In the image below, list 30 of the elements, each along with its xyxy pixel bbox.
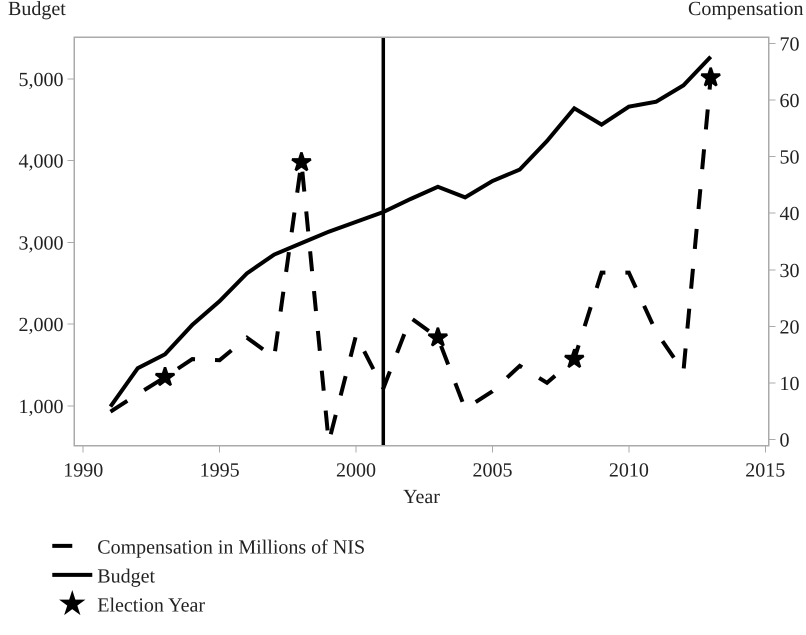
y-tick-label: 4,000 xyxy=(18,150,64,173)
y-tick-label: 1,000 xyxy=(18,396,64,418)
legend-label: Budget xyxy=(97,566,156,588)
y2-tick-label: 30 xyxy=(780,260,800,282)
y2-axis-title: Compensation xyxy=(688,0,804,20)
x-tick-label: 2005 xyxy=(472,460,512,482)
x-tick-label: 2000 xyxy=(336,460,376,482)
y-tick-label: 3,000 xyxy=(18,232,64,254)
legend-label: Compensation in Millions of NIS xyxy=(97,536,366,559)
y2-tick-label: 60 xyxy=(780,90,800,112)
y2-tick-label: 0 xyxy=(780,429,790,452)
point xyxy=(564,348,585,368)
y-tick-label: 5,000 xyxy=(18,68,64,91)
x-tick-label: 1995 xyxy=(200,460,240,482)
y2-tick-label: 70 xyxy=(780,34,800,56)
x-tick-label: 1990 xyxy=(63,460,104,482)
point xyxy=(154,366,176,386)
y2-tick-label: 20 xyxy=(780,316,800,338)
point xyxy=(290,151,312,172)
x-tick-label: 2015 xyxy=(745,460,786,482)
point xyxy=(700,66,722,87)
x-tick-label: 2010 xyxy=(608,460,649,482)
y-axis-title: Budget xyxy=(8,0,66,20)
x-axis-title: Year xyxy=(403,486,440,508)
point xyxy=(427,326,448,347)
y2-tick-label: 10 xyxy=(780,372,800,395)
legend-label: Election Year xyxy=(97,594,206,617)
y-tick-label: 2,000 xyxy=(18,314,64,336)
y2-tick-label: 40 xyxy=(780,203,800,226)
y2-tick-label: 50 xyxy=(780,146,800,169)
